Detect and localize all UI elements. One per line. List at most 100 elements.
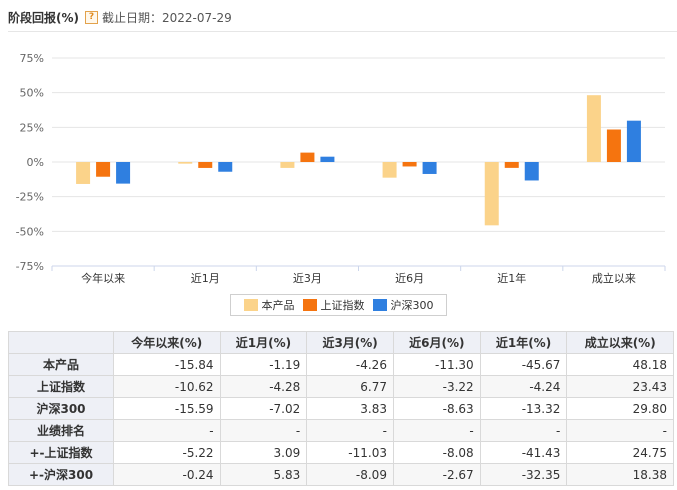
bar <box>626 120 641 162</box>
table-cell: -32.35 <box>479 463 568 486</box>
table-cell: -10.62 <box>113 375 221 398</box>
returns-bar-chart: 75% 50% 25% 0% -25% -50% -75% 今年以来 近1月 近3月 近6月 近1年 成… <box>16 52 666 285</box>
column-header <box>8 331 114 354</box>
table-cell: - <box>566 419 674 442</box>
legend-swatch <box>243 299 258 311</box>
row-label: +-上证指数 <box>8 441 114 464</box>
section-header: 阶段回报(%) ? 截止日期：2022-07-29 <box>8 6 232 28</box>
table-cell: - <box>219 419 308 442</box>
bar <box>606 129 621 162</box>
legend-swatch <box>302 299 317 311</box>
bar <box>504 162 519 168</box>
table-cell: 3.83 <box>306 397 394 420</box>
legend-item-product[interactable]: 本产品 <box>243 297 295 313</box>
table-cell: - <box>306 419 394 442</box>
table-row: 本产品 -15.84 -1.19 -4.26 -11.30 -45.67 48.… <box>8 353 674 376</box>
section-title: 阶段回报(%) <box>8 10 79 25</box>
table-row: 沪深300 -15.59 -7.02 3.83 -8.63 -13.32 29.… <box>8 397 674 420</box>
bar <box>218 162 233 172</box>
table-cell: 48.18 <box>566 353 674 376</box>
legend-item-csi300[interactable]: 沪深300 <box>372 297 434 313</box>
table-cell: 3.09 <box>219 441 308 464</box>
row-label: +-沪深300 <box>8 463 114 486</box>
table-cell: -8.09 <box>306 463 394 486</box>
returns-table: 今年以来(%) 近1月(%) 近3月(%) 近6月(%) 近1年(%) 成立以来… <box>8 331 674 486</box>
bar <box>402 162 417 167</box>
table-cell: -3.22 <box>392 375 481 398</box>
column-header: 近1月(%) <box>219 331 308 354</box>
table-row: +-沪深300 -0.24 5.83 -8.09 -2.67 -32.35 18… <box>8 463 674 486</box>
y-tick-label: 75% <box>20 52 44 65</box>
bar <box>178 162 193 164</box>
table-cell: -41.43 <box>479 441 568 464</box>
y-tick-label: 25% <box>20 121 44 134</box>
table-cell: 6.77 <box>306 375 394 398</box>
x-tick-label: 近1年 <box>497 271 526 285</box>
bar <box>484 162 499 226</box>
table-row: +-上证指数 -5.22 3.09 -11.03 -8.08 -41.43 24… <box>8 441 674 464</box>
table-row: 业绩排名 - - - - - - <box>8 419 674 442</box>
column-header: 近3月(%) <box>306 331 394 354</box>
table-cell: -11.30 <box>392 353 481 376</box>
table-cell: -15.84 <box>113 353 221 376</box>
table-cell: -5.22 <box>113 441 221 464</box>
table-row: 上证指数 -10.62 -4.28 6.77 -3.22 -4.24 23.43 <box>8 375 674 398</box>
table-cell: 24.75 <box>566 441 674 464</box>
table-cell: -11.03 <box>306 441 394 464</box>
table-cell: 23.43 <box>566 375 674 398</box>
table-cell: -13.32 <box>479 397 568 420</box>
table-cell: - <box>113 419 221 442</box>
bar <box>280 162 295 168</box>
table-cell: -7.02 <box>219 397 308 420</box>
table-cell: 18.38 <box>566 463 674 486</box>
table-cell: -4.24 <box>479 375 568 398</box>
y-tick-label: -25% <box>16 191 44 204</box>
table-cell: -2.67 <box>392 463 481 486</box>
table-cell: -0.24 <box>113 463 221 486</box>
table-cell: -1.19 <box>219 353 308 376</box>
table-cell: - <box>479 419 568 442</box>
row-label: 沪深300 <box>8 397 114 420</box>
bar <box>320 156 335 162</box>
bar <box>116 162 131 184</box>
legend-item-sse[interactable]: 上证指数 <box>302 297 365 313</box>
y-tick-label: -50% <box>16 225 44 238</box>
bar <box>300 152 315 162</box>
bar <box>76 162 91 184</box>
column-header: 今年以来(%) <box>113 331 221 354</box>
y-tick-label: 50% <box>20 87 44 100</box>
legend-label: 上证指数 <box>320 299 365 312</box>
column-header: 近1年(%) <box>479 331 568 354</box>
row-label: 本产品 <box>8 353 114 376</box>
row-label: 业绩排名 <box>8 419 114 442</box>
question-mark-icon[interactable]: ? <box>85 10 98 24</box>
bar <box>586 95 601 162</box>
table-cell: -45.67 <box>479 353 568 376</box>
y-tick-label: -75% <box>16 260 44 273</box>
row-label: 上证指数 <box>8 375 114 398</box>
chart-legend: 本产品 上证指数 沪深300 <box>230 294 447 316</box>
bar <box>422 162 437 174</box>
x-tick-label: 近3月 <box>293 272 322 285</box>
header-divider <box>8 31 677 32</box>
x-tick-label: 成立以来 <box>592 271 636 285</box>
legend-swatch <box>372 299 387 311</box>
legend-label: 沪深300 <box>390 299 434 312</box>
bar <box>382 162 397 178</box>
x-tick-label: 近1月 <box>191 272 220 285</box>
bar <box>96 162 111 177</box>
x-tick-label: 今年以来 <box>81 271 125 285</box>
bar <box>198 162 213 168</box>
table-cell: 29.80 <box>566 397 674 420</box>
legend-label: 本产品 <box>261 299 295 312</box>
column-header: 近6月(%) <box>392 331 481 354</box>
table-cell: -8.08 <box>392 441 481 464</box>
table-header-row: 今年以来(%) 近1月(%) 近3月(%) 近6月(%) 近1年(%) 成立以来… <box>8 331 674 354</box>
column-header: 成立以来(%) <box>566 331 674 354</box>
table-cell: 5.83 <box>219 463 308 486</box>
x-tick-label: 近6月 <box>395 272 424 285</box>
deadline-text: 截止日期：2022-07-29 <box>102 10 232 25</box>
table-cell: -4.26 <box>306 353 394 376</box>
y-tick-label: 0% <box>27 156 44 169</box>
table-cell: -8.63 <box>392 397 481 420</box>
